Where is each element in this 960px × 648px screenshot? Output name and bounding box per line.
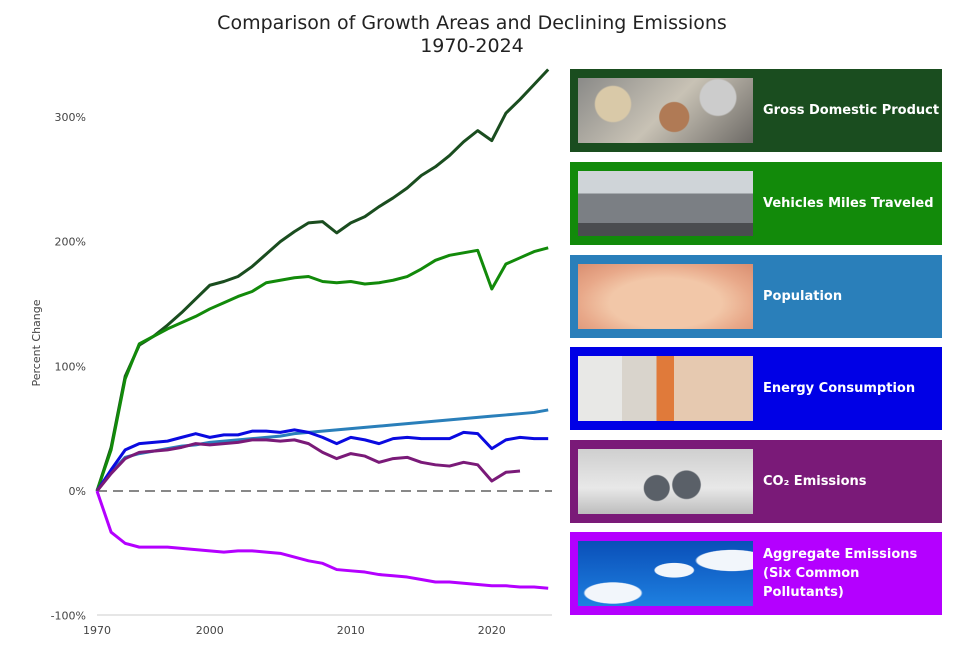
series-line-3 <box>95 428 549 492</box>
legend-label: CO₂ Emissions <box>763 474 867 489</box>
y-tick-label: -100% <box>51 610 86 623</box>
legend-panel-vmt: Vehicles Miles Traveled <box>570 162 942 245</box>
x-tick-label: 2020 <box>478 624 506 637</box>
y-tick-label: 100% <box>55 360 86 373</box>
x-tick-label: 1970 <box>83 624 111 637</box>
traffic-photo <box>578 171 753 236</box>
x-tick-label: 2010 <box>337 624 365 637</box>
series-line-0 <box>95 68 550 492</box>
legend-label: Population <box>763 289 843 304</box>
legend-label: Aggregate Emissions (Six Common Pollutan… <box>763 545 942 602</box>
y-axis-label: Percent Change <box>30 299 43 386</box>
series-line-5 <box>95 490 549 590</box>
y-tick-label: 200% <box>55 236 86 249</box>
x-tick-label: 2000 <box>196 624 224 637</box>
coins-photo <box>578 78 753 143</box>
legend-panel-aggregate: Aggregate Emissions (Six Common Pollutan… <box>570 532 942 615</box>
baby-photo <box>578 264 753 329</box>
series-line-1 <box>95 246 549 492</box>
legend-label: Energy Consumption <box>763 381 916 396</box>
subtitle-text: 1970-2024 <box>420 35 524 57</box>
chart-title: Comparison of Growth Areas and Declining… <box>0 12 944 58</box>
legend-panel-co2: CO₂ Emissions <box>570 440 942 523</box>
legend-label-line2: (Six Common Pollutants) <box>763 566 860 600</box>
exhaust-photo <box>578 449 753 514</box>
smokestacks-photo <box>578 541 753 606</box>
title-text: Comparison of Growth Areas and Declining… <box>217 12 727 34</box>
legend-label: Gross Domestic Product <box>763 103 940 118</box>
legend-panel-gdp: Gross Domestic Product <box>570 69 942 152</box>
line-chart: -100% 0% 100% 200% 300% 1970 2000 2010 2020 Per… <box>30 68 552 637</box>
plug-photo <box>578 356 753 421</box>
legend-panel-population: Population <box>570 255 942 338</box>
legend-label-line1: Aggregate Emissions <box>763 547 918 562</box>
y-tick-label: 0% <box>69 485 86 498</box>
y-tick-label: 300% <box>55 111 86 124</box>
legend-label: Vehicles Miles Traveled <box>763 196 934 211</box>
legend-panel-energy: Energy Consumption <box>570 347 942 430</box>
series-line-4 <box>95 438 521 492</box>
